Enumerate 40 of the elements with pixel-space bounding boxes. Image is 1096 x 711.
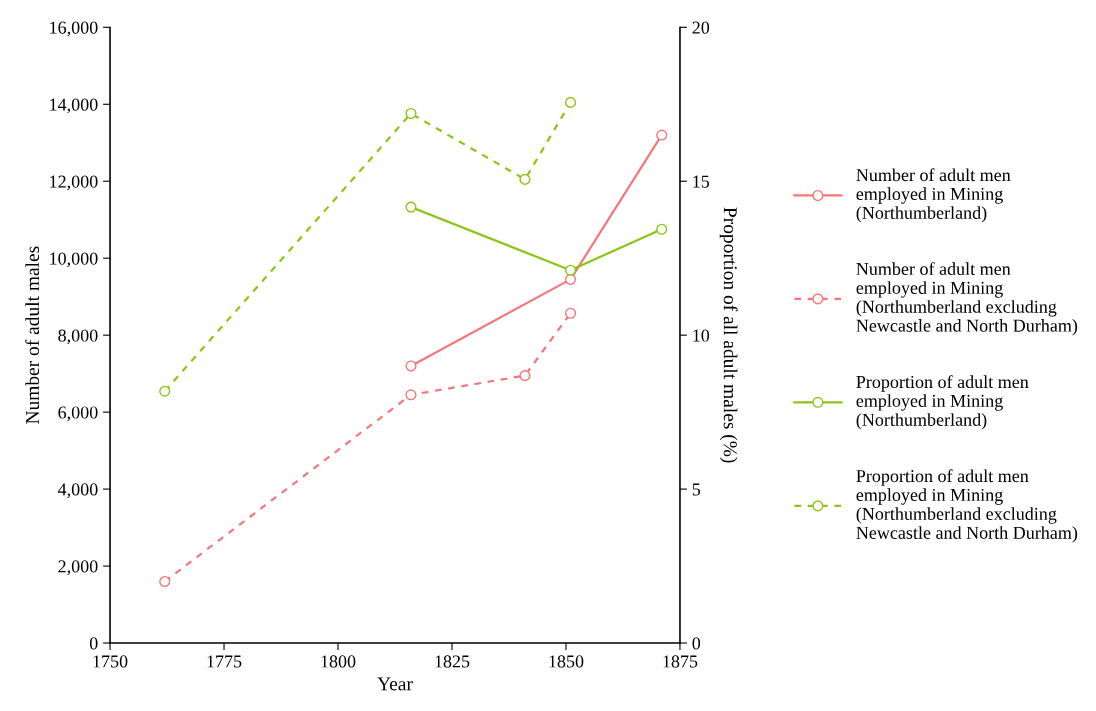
x-tick-label: 1850 (549, 655, 584, 668)
y-tick-label: 6,000 (58, 406, 98, 422)
x-tick-label: 1800 (321, 655, 356, 668)
point (405, 360, 417, 372)
legend-label: Number of adult men employed in Mining (Northumberland excluding Newcastle and North Durham) (856, 262, 1078, 336)
point (564, 264, 577, 276)
y2-tick-label: 10 (693, 329, 710, 342)
legend-label: Number of adult men employed in Mining (Northumberland) (856, 168, 1011, 223)
point (519, 173, 531, 185)
point (564, 307, 577, 319)
y2-tick-label: 15 (693, 175, 710, 188)
legend-label: Proportion of adult men employed in Mining (Northumberland) (856, 375, 1029, 430)
y-tick-label: 16,000 (50, 21, 98, 37)
y2-axis-title: Proportion of all adult males (%) (719, 207, 738, 463)
y-axis-title: Number of adult males (25, 246, 40, 424)
legend-label: Proportion of adult men employed in Mining (Northumberland excluding Newcastle and North Durham) (856, 469, 1078, 543)
x-tick-label: 1775 (207, 655, 242, 668)
y-tick-label: 4,000 (57, 483, 98, 499)
x-tick-label: 1750 (93, 655, 128, 668)
point (656, 223, 668, 235)
point (564, 96, 577, 108)
point (405, 201, 417, 213)
y2-tick-label: 5 (692, 483, 701, 496)
x-tick-label: 1875 (663, 655, 698, 668)
y-tick-label: 12,000 (50, 175, 98, 191)
y2-tick-label: 0 (692, 637, 701, 650)
y-tick-label: 0 (89, 637, 98, 650)
point (519, 370, 531, 382)
y2-tick-label: 20 (692, 21, 710, 34)
point (405, 389, 417, 401)
y-tick-label: 8,000 (58, 329, 98, 345)
point (405, 107, 417, 120)
point (159, 575, 171, 588)
y-tick-label: 2,000 (58, 560, 98, 576)
x-tick-label: 1825 (435, 655, 470, 668)
x-axis-title: Year (377, 677, 413, 691)
y-tick-label: 10,000 (50, 252, 98, 268)
point (159, 385, 171, 397)
y-tick-label: 14,000 (50, 98, 98, 114)
point (656, 129, 668, 141)
